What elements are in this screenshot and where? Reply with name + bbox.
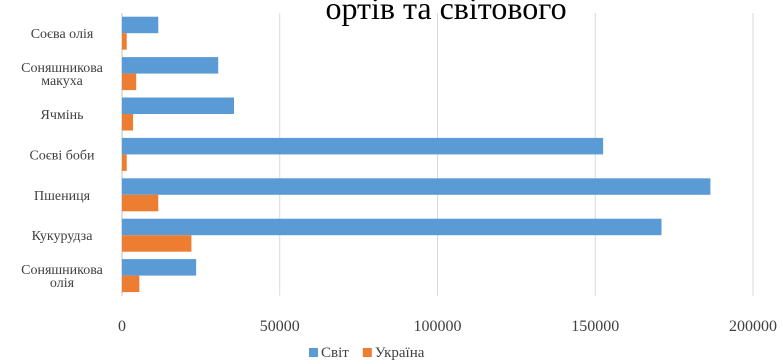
bar-world (122, 259, 197, 276)
legend-swatch (362, 348, 372, 357)
category-labels: Соєва олія Соняшникова макуха Ячмінь Соєві б… (21, 27, 104, 291)
bar-world (122, 16, 159, 34)
x-tick-label: 0 (118, 318, 126, 335)
x-tick-label: 150000 (571, 318, 619, 335)
bar-ukraine (122, 235, 192, 252)
category-label: Соєві боби (29, 148, 95, 163)
legend-label: Світ (321, 345, 349, 361)
legend: Світ Україна (309, 345, 425, 361)
bar-world (122, 178, 711, 195)
bar-ukraine (122, 194, 159, 212)
category-label: Кукурудза (32, 229, 94, 244)
page-header-fragment: ортів та світового (325, 0, 566, 26)
category-label: Ячмінь (40, 108, 83, 123)
bar-ukraine (122, 275, 140, 293)
x-tick-labels: 0 50000 100000 150000 200000 (118, 318, 777, 335)
x-tick-label: 200000 (729, 318, 777, 335)
bar-world (122, 97, 235, 114)
legend-swatch (309, 348, 318, 357)
category-label: Соняшникова олія (21, 263, 104, 291)
bar-ukraine (122, 33, 127, 50)
bar-world (122, 137, 604, 155)
bar-ukraine (122, 154, 127, 171)
bar-ukraine (122, 73, 137, 91)
x-tick-label: 100000 (414, 318, 462, 335)
category-label: Соєва олія (31, 27, 94, 42)
x-tick-label: 50000 (260, 318, 300, 335)
legend-label: Україна (375, 345, 425, 361)
bar-ukraine (122, 114, 134, 131)
bar-world (122, 57, 219, 74)
bar-world (122, 218, 662, 236)
bars (122, 16, 711, 293)
category-label: Соняшникова макуха (21, 61, 104, 89)
category-label: Пшениця (34, 189, 91, 204)
